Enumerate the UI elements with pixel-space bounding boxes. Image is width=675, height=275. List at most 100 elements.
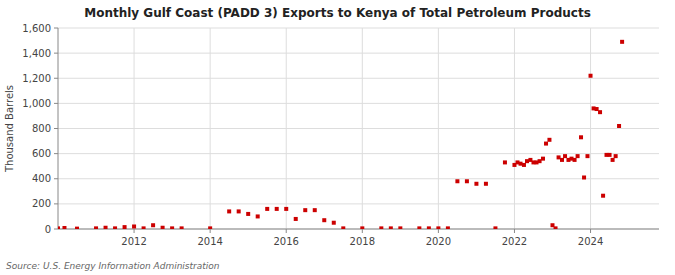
y-tick [54, 153, 58, 154]
point [303, 208, 307, 212]
point [58, 226, 60, 229]
y-grid-line [58, 28, 659, 29]
y-axis-line [58, 28, 59, 229]
point [161, 226, 165, 229]
point [446, 226, 450, 229]
point [256, 214, 260, 218]
points [58, 40, 624, 229]
point [104, 226, 108, 229]
y-grid-line [58, 53, 659, 54]
point [322, 218, 326, 222]
point [582, 175, 586, 179]
point [170, 226, 174, 229]
chart-svg: Monthly Gulf Coast (PADD 3) Exports to K… [0, 0, 675, 275]
y-tick [54, 128, 58, 129]
y-grid-line [58, 128, 659, 129]
x-grid-line [362, 28, 363, 229]
point [465, 179, 469, 183]
x-tick [134, 229, 135, 233]
point [557, 155, 561, 159]
point [519, 162, 523, 166]
point [332, 221, 336, 225]
point [142, 226, 146, 229]
point [595, 107, 599, 111]
point [620, 40, 624, 44]
y-tick [54, 53, 58, 54]
x-grid-line [438, 28, 439, 229]
point [585, 154, 589, 158]
point [237, 209, 241, 213]
point [360, 226, 364, 229]
x-tick [286, 229, 287, 233]
point [503, 160, 507, 164]
x-grid-line [134, 28, 135, 229]
y-tick-label: 0 [45, 224, 51, 235]
point [151, 223, 155, 227]
x-axis-line [58, 229, 659, 230]
point [598, 110, 602, 114]
point [294, 217, 298, 221]
y-tick-label: 1,000 [22, 98, 51, 109]
point [123, 225, 127, 229]
point [113, 226, 117, 229]
point [208, 226, 212, 229]
x-tick-label: 2014 [197, 236, 222, 247]
point [265, 207, 269, 211]
x-tick [590, 229, 591, 233]
point [573, 158, 577, 162]
point [547, 138, 551, 142]
x-tick [362, 229, 363, 233]
chart-container: Monthly Gulf Coast (PADD 3) Exports to K… [0, 0, 675, 275]
y-axis-label: Thousand Barrels [4, 85, 15, 173]
source-note: Source: U.S. Energy Information Administ… [6, 261, 220, 271]
x-tick-label: 2016 [274, 236, 299, 247]
y-tick-label: 1,200 [22, 73, 51, 84]
point [436, 226, 440, 229]
point [227, 209, 231, 213]
y-grid-line [58, 78, 659, 79]
point [75, 227, 79, 229]
point [398, 226, 402, 229]
y-tick [54, 103, 58, 104]
x-tick-label: 2020 [426, 236, 451, 247]
point [284, 207, 288, 211]
y-tick-label: 600 [32, 148, 51, 159]
point [560, 158, 564, 162]
y-tick [54, 28, 58, 29]
point [379, 226, 383, 229]
x-grid-line [514, 28, 515, 229]
y-grid-line [58, 153, 659, 154]
x-tick [210, 229, 211, 233]
point [427, 226, 431, 229]
point [474, 182, 478, 186]
grid [58, 28, 659, 229]
y-tick-label: 200 [32, 198, 51, 209]
x-grid-line [210, 28, 211, 229]
x-tick-label: 2012 [121, 236, 146, 247]
point [589, 74, 593, 78]
y-tick-label: 800 [32, 123, 51, 134]
point [389, 226, 393, 229]
point [538, 159, 542, 163]
point [493, 226, 497, 229]
point [601, 194, 605, 198]
point [525, 159, 529, 163]
point [132, 224, 136, 228]
y-grid-line [58, 103, 659, 104]
point [455, 179, 459, 183]
point [614, 154, 618, 158]
point [62, 226, 66, 229]
point [576, 154, 580, 158]
x-tick [514, 229, 515, 233]
title: Monthly Gulf Coast (PADD 3) Exports to K… [84, 6, 591, 20]
point [484, 182, 488, 186]
y-tick-label: 1,600 [22, 23, 51, 34]
y-tick [54, 229, 58, 230]
y-grid-line [58, 178, 659, 179]
y-tick [54, 203, 58, 204]
point [180, 226, 184, 229]
x-grid-line [286, 28, 287, 229]
x-tick-label: 2022 [502, 236, 527, 247]
point [563, 154, 567, 158]
point [275, 207, 279, 211]
